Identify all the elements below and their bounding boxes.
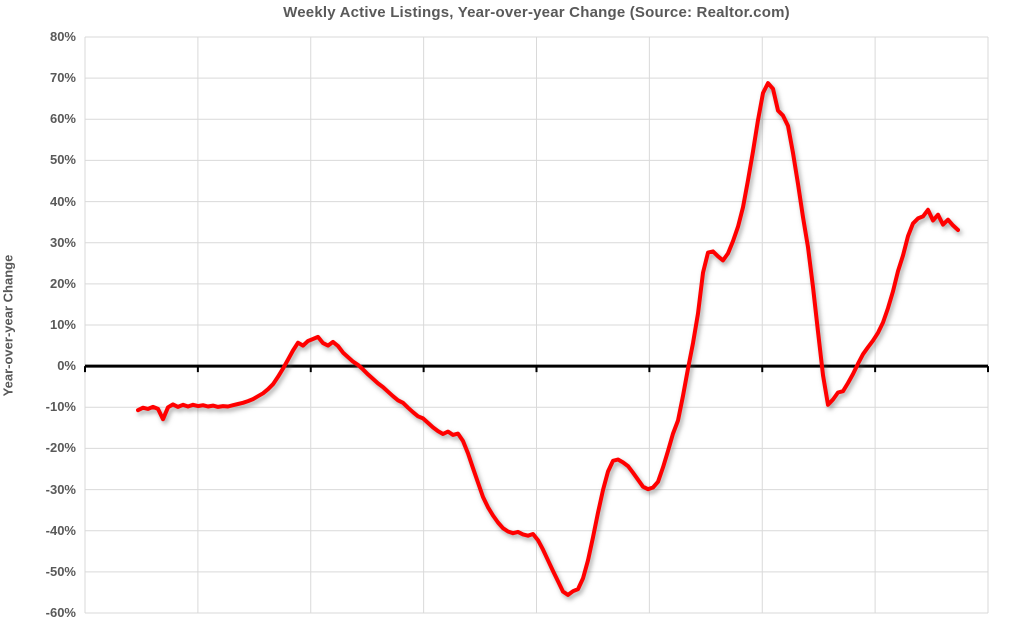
y-tick-label: -20% [45, 440, 76, 456]
y-tick-label: -10% [45, 399, 76, 415]
data-line [136, 81, 960, 597]
y-tick-label: 20% [49, 275, 76, 291]
y-tick-label: 60% [49, 111, 76, 127]
y-tick-label: 10% [49, 317, 76, 332]
y-tick-label: 30% [49, 234, 76, 250]
y-tick-label: -40% [45, 522, 76, 538]
y-tick-label: 40% [49, 193, 76, 209]
y-tick-label: -50% [45, 563, 76, 579]
plot-svg [84, 36, 989, 614]
chart-title: Weekly Active Listings, Year-over-year C… [283, 4, 790, 21]
y-tick-label: -30% [45, 481, 76, 497]
y-tick-label: 80% [49, 29, 76, 44]
y-tick-label: 50% [49, 152, 76, 168]
plot-area [84, 36, 989, 614]
y-tick-label: 0% [57, 358, 76, 374]
y-tick-label: 70% [49, 70, 76, 86]
y-tick-label: -60% [45, 605, 76, 620]
